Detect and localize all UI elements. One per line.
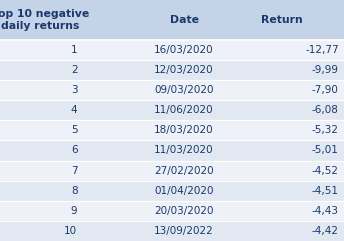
Text: -4,42: -4,42 [312, 226, 339, 236]
Text: 18/03/2020: 18/03/2020 [154, 125, 214, 135]
Text: 12/03/2020: 12/03/2020 [154, 65, 214, 75]
Text: -4,51: -4,51 [312, 186, 339, 196]
Text: 10: 10 [64, 226, 77, 236]
Text: Date: Date [170, 15, 198, 25]
Text: 13/09/2022: 13/09/2022 [154, 226, 214, 236]
Bar [0, 100, 344, 120]
Text: -4,43: -4,43 [312, 206, 339, 216]
Bar [0, 181, 344, 201]
Text: -12,77: -12,77 [305, 45, 339, 55]
Text: 2: 2 [71, 65, 77, 75]
Bar [0, 221, 344, 241]
Text: 11/06/2020: 11/06/2020 [154, 105, 214, 115]
Bar [0, 0, 344, 40]
Text: 11/03/2020: 11/03/2020 [154, 146, 214, 155]
Text: -5,32: -5,32 [312, 125, 339, 135]
Text: 01/04/2020: 01/04/2020 [154, 186, 214, 196]
Text: 1: 1 [71, 45, 77, 55]
Text: Return: Return [261, 15, 303, 25]
Bar [0, 40, 344, 60]
Text: -5,01: -5,01 [312, 146, 339, 155]
Text: -4,52: -4,52 [312, 166, 339, 175]
Text: 8: 8 [71, 186, 77, 196]
Text: -9,99: -9,99 [312, 65, 339, 75]
Text: 3: 3 [71, 85, 77, 95]
Text: 16/03/2020: 16/03/2020 [154, 45, 214, 55]
Text: -6,08: -6,08 [312, 105, 339, 115]
Text: 4: 4 [71, 105, 77, 115]
Bar [0, 60, 344, 80]
Bar [0, 80, 344, 100]
Text: -7,90: -7,90 [312, 85, 339, 95]
Text: 27/02/2020: 27/02/2020 [154, 166, 214, 175]
Bar [0, 120, 344, 140]
Text: 7: 7 [71, 166, 77, 175]
Bar [0, 140, 344, 161]
Bar [0, 201, 344, 221]
Text: Top 10 negative
daily returns: Top 10 negative daily returns [0, 9, 89, 31]
Text: 20/03/2020: 20/03/2020 [154, 206, 214, 216]
Bar [0, 161, 344, 181]
Text: 9: 9 [71, 206, 77, 216]
Text: 6: 6 [71, 146, 77, 155]
Text: 5: 5 [71, 125, 77, 135]
Text: 09/03/2020: 09/03/2020 [154, 85, 214, 95]
